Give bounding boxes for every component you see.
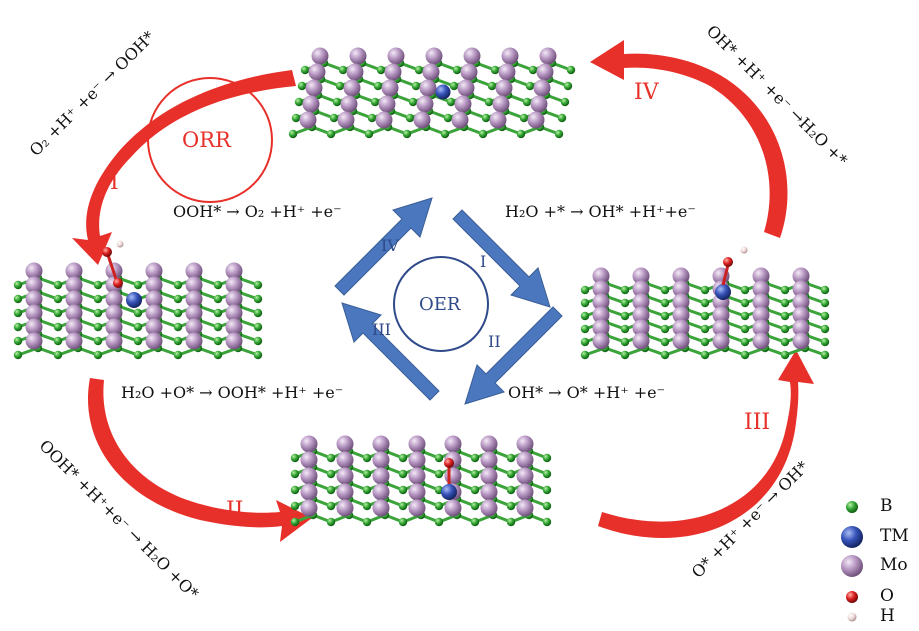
slab-right — [580, 246, 830, 360]
oer-step-3-numeral: III — [372, 320, 391, 339]
oer-circle — [393, 256, 489, 352]
oer-step-1-numeral: I — [480, 252, 487, 271]
legend-item-tm: TM — [840, 526, 919, 550]
legend-label: TM — [880, 526, 909, 546]
transition-metal-site — [435, 84, 451, 100]
slab-left — [13, 240, 263, 360]
oer-step-1-reaction: H₂O +* → OH* +H⁺+e⁻ — [505, 202, 696, 221]
hydrogen-atom-icon — [847, 612, 857, 622]
slab-top — [288, 47, 576, 139]
orr-step-4-numeral: IV — [634, 80, 659, 105]
oer-label: OER — [419, 294, 461, 315]
transition-metal-atom-icon — [841, 526, 863, 548]
molybdenum-atom-icon — [841, 555, 863, 577]
legend-label: B — [880, 496, 893, 516]
orr-arrows — [72, 40, 814, 542]
oer-step-2-reaction: OH* → O* +H⁺ +e⁻ — [508, 383, 666, 402]
orr-step-3-numeral: III — [744, 410, 771, 435]
boron-atom-icon — [846, 501, 858, 513]
orr-step-2-numeral: II — [226, 498, 244, 523]
oer-step-2-numeral: II — [488, 332, 501, 351]
orr-circle — [147, 77, 273, 203]
orr-label: ORR — [182, 128, 231, 152]
orr-step-1-numeral: I — [110, 170, 119, 195]
legend-label: Mo — [880, 555, 908, 575]
oer-step-4-numeral: IV — [381, 236, 399, 255]
legend-label: H — [880, 606, 895, 626]
legend-item-mo: Mo — [840, 555, 919, 579]
oer-step-3-reaction: H₂O +O* → OOH* +H⁺ +e⁻ — [121, 383, 344, 402]
oxygen-atom-icon — [846, 591, 858, 603]
oer-arrows — [334, 197, 563, 405]
legend-label: O — [880, 586, 894, 606]
oer-step-4-reaction: OOH* → O₂ +H⁺ +e⁻ — [173, 202, 342, 221]
legend-atoms — [841, 501, 863, 622]
legend-item-b: B — [840, 496, 919, 520]
legend-item-h: H — [840, 606, 919, 630]
slab-bottom — [290, 435, 552, 527]
legend-item-o: O — [840, 586, 919, 610]
